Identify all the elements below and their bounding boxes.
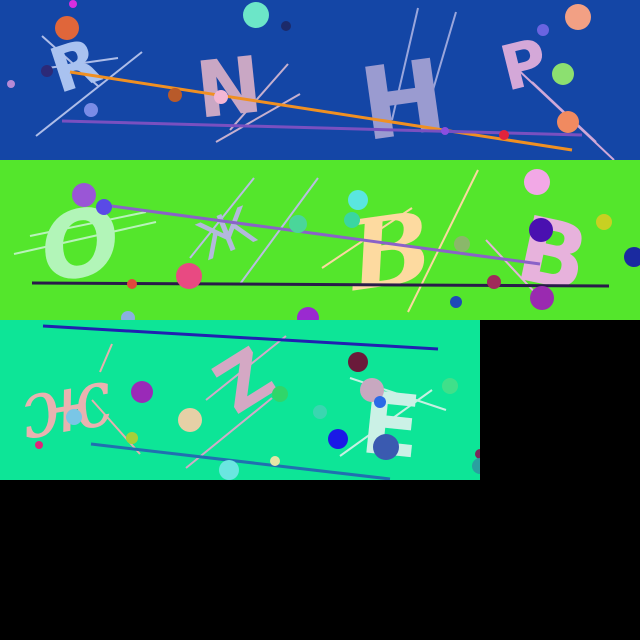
noise-dot <box>270 456 280 466</box>
noise-dot <box>41 65 53 77</box>
noise-line <box>407 169 479 313</box>
noise-dot <box>7 80 15 88</box>
noise-dot <box>565 4 591 30</box>
noise-dot <box>624 247 640 267</box>
empty-region <box>0 480 480 640</box>
noise-dot <box>344 212 360 228</box>
empty-region <box>480 320 640 640</box>
strip-2: O Ж B B <box>0 160 640 329</box>
noise-dot <box>281 21 291 31</box>
noise-dot <box>219 460 239 480</box>
noise-dot <box>530 286 554 310</box>
noise-dot <box>442 378 458 394</box>
noise-dot <box>524 169 550 195</box>
noise-dot <box>596 214 612 230</box>
strip-3: ж Z E <box>0 320 488 481</box>
noise-dot <box>529 218 553 242</box>
noise-line <box>103 203 541 266</box>
noise-dot <box>348 190 368 210</box>
captcha-letter: H <box>353 37 452 165</box>
noise-dot <box>127 279 137 289</box>
noise-dot <box>84 103 98 117</box>
noise-dot <box>441 127 449 135</box>
noise-dot <box>373 434 399 460</box>
captcha-letter: ж <box>13 350 119 457</box>
noise-line <box>42 324 439 351</box>
noise-line <box>41 35 99 87</box>
noise-dot <box>178 408 202 432</box>
noise-dot <box>66 409 82 425</box>
noise-line <box>429 11 457 101</box>
noise-dot <box>126 432 138 444</box>
noise-line <box>13 221 157 255</box>
noise-dot <box>55 16 79 40</box>
noise-line <box>69 70 573 152</box>
noise-line <box>61 119 583 137</box>
noise-line <box>47 57 119 69</box>
noise-line <box>229 63 289 131</box>
noise-dot <box>552 63 574 85</box>
noise-dot <box>454 236 470 252</box>
noise-dot <box>289 215 307 233</box>
noise-line <box>205 335 287 401</box>
noise-line <box>321 207 413 269</box>
noise-dot <box>35 441 43 449</box>
noise-dot <box>131 381 153 403</box>
noise-dot <box>374 396 386 408</box>
noise-line <box>35 51 143 137</box>
noise-dot <box>328 429 348 449</box>
noise-dot <box>69 0 77 8</box>
noise-dot <box>72 183 96 207</box>
noise-dot <box>214 90 228 104</box>
noise-dot <box>360 378 384 402</box>
noise-line <box>189 177 255 259</box>
noise-dot <box>348 352 368 372</box>
noise-line <box>485 239 541 299</box>
noise-line <box>239 177 319 285</box>
noise-line <box>215 93 301 143</box>
captcha-letter: B <box>339 190 438 314</box>
noise-dot <box>272 386 288 402</box>
noise-line <box>29 211 147 237</box>
noise-line <box>90 442 391 481</box>
noise-dot <box>168 88 182 102</box>
noise-line <box>99 343 113 373</box>
noise-dot <box>450 296 462 308</box>
noise-dot <box>176 263 202 289</box>
noise-dot <box>487 275 501 289</box>
noise-dot <box>499 130 509 140</box>
noise-line <box>91 399 141 455</box>
noise-dot <box>557 111 579 133</box>
noise-dot <box>313 405 327 419</box>
noise-line <box>391 7 419 121</box>
captcha-letter: N <box>192 40 266 136</box>
noise-dot <box>96 199 112 215</box>
noise-dot <box>537 24 549 36</box>
noise-dot <box>243 2 269 28</box>
strip-1: R N H P <box>0 0 640 164</box>
